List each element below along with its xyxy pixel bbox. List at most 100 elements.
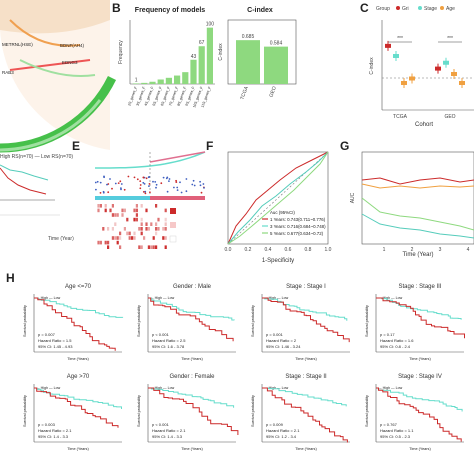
km-xlabel: Time (Years) (67, 357, 89, 361)
c-tick-1: GEO (444, 114, 455, 120)
e-status-point (168, 180, 170, 183)
e-heat-cell (157, 217, 160, 222)
e-status-point (202, 183, 205, 185)
bar-frequency-3 (157, 79, 164, 84)
km-curve-high (34, 297, 116, 351)
roc-legend-label-3: 5 Years: 0.677(0.634~0.72) (270, 231, 324, 236)
chart-b1-title: Frequency of models (135, 7, 206, 14)
roc-legend-label-2: 3 Years: 0.716(0.684~0.748) (270, 224, 326, 229)
c-tick-0: TCGA (393, 114, 408, 120)
e-status-point (180, 191, 183, 194)
e-status-point (133, 176, 136, 179)
gene-label-2: EDNG3 (62, 60, 78, 65)
gene-label-0: METRNL(HSE) (2, 42, 33, 47)
km-ylabel: Survival probability (365, 305, 369, 337)
km-curve-low (262, 297, 348, 321)
chart-cindex-cohort: Group Gri Stage Age C-index Cohort TCGA ***… (369, 6, 474, 128)
bar-frequency-0 (133, 83, 140, 84)
e-status-point (107, 191, 110, 194)
e-status-point (111, 187, 113, 190)
e-heat-cell (140, 231, 143, 236)
e-heat-cell (138, 245, 141, 249)
km-hazard-ratio: Hazard Ratio = 2.1 (152, 428, 186, 433)
bar-cindex-label-1: 0.584 (270, 41, 283, 47)
e-heat-cell (119, 236, 122, 240)
km-curve-low (34, 387, 122, 409)
km-legend: — High — Low (150, 296, 175, 300)
e-status-point (99, 192, 102, 194)
chart-b2-title: C-index (247, 7, 273, 14)
e-status-point (155, 186, 157, 189)
e-heat-cell (114, 213, 117, 217)
e-heat-cell (133, 208, 136, 213)
e-heat-cell (155, 231, 158, 236)
e-status-point (120, 188, 122, 191)
e-status-point (203, 187, 205, 189)
e-heat-cell (133, 217, 136, 222)
km-title: Age >70 (67, 374, 90, 380)
e-heat-cell (150, 245, 153, 249)
e-status-point (185, 178, 188, 180)
bar-frequency-tick-4: 6S_genes_F (160, 85, 171, 106)
bar-frequency-4 (165, 77, 172, 84)
e-status-point (102, 191, 105, 194)
e-status-point (142, 191, 145, 193)
e-heat-cell (155, 227, 158, 231)
km-xlabel: Time (Years) (409, 357, 431, 361)
km-plot-1-2: Stage : Stage II Survival probability Time… (251, 374, 350, 451)
gene-label-3: RAB3 (2, 70, 14, 75)
panel-e-label: E (72, 139, 80, 153)
bar-frequency-tick-8: 10S_genes_F (192, 85, 204, 108)
e-heat-cell (164, 227, 167, 231)
e-status-point (103, 176, 105, 179)
km-ci: 95% CI: 1.46 - 3.24 (266, 344, 301, 349)
e-heat-cell (145, 222, 148, 226)
e-heat-cell (102, 227, 105, 231)
e-status-point (149, 191, 151, 194)
roc-xtick-3: 0.6 (285, 247, 292, 253)
e-status-point (179, 181, 181, 184)
km-title: Stage : Stage III (398, 284, 441, 290)
auc-xtick-2: 3 (439, 247, 442, 253)
auc-curve-age (361, 197, 474, 231)
auc-curve-riskscore (361, 177, 474, 185)
e-status-point (144, 190, 147, 193)
e-heat-cell (145, 208, 148, 213)
e-status-point (147, 176, 150, 179)
chart-time-auc: AUC 1 2 3 4 Time (Year) (350, 151, 474, 258)
legend-e-high-swatch (170, 208, 176, 214)
c-point-1-1 (443, 60, 449, 65)
km-ylabel: Survival probability (23, 305, 27, 337)
km-hazard-ratio: Hazard Ratio = 1.6 (380, 338, 414, 343)
km-pvalue: p < 0.001 (152, 422, 170, 427)
c-point-2-0 (401, 81, 407, 85)
km-plot-1-1: Gender : Female Survival probability Time … (137, 374, 239, 451)
chart-b2-ylabel: C-index (218, 43, 224, 61)
km-curve-high (376, 297, 465, 339)
bar-frequency-1 (141, 82, 148, 84)
chart-f-frame (227, 151, 329, 245)
e-status-point (139, 180, 142, 183)
km-curve-low (148, 297, 235, 321)
e-heat-cell (111, 236, 114, 240)
panel-f-label: F (206, 139, 213, 153)
km-hazard-ratio: Hazard Ratio = 2.1 (38, 428, 72, 433)
e-heat-cell (140, 204, 143, 208)
e-status-point (143, 183, 146, 185)
panel-a: METRNL(HSE) BDNF(AH4) EDNG3 RAB3 (0, 0, 117, 153)
e-status-point (109, 178, 111, 180)
e-heat-cell (164, 217, 167, 222)
legend-c-swatch-1 (418, 6, 422, 10)
bar-cindex-tick-0: TCGA (239, 85, 250, 101)
chart-f-xlabel: 1-Specificity (262, 258, 294, 264)
km-legend: — High — Low (264, 386, 289, 390)
e-heat-cell (128, 236, 131, 240)
km-ylabel: Survival probability (365, 395, 369, 427)
e-heat-cell (131, 236, 134, 240)
km-legend: — High — Low (36, 386, 61, 390)
bar-frequency-tick-7: 9S_genes_F (185, 85, 196, 106)
e-heat-cell (150, 222, 153, 226)
e-heat-cell (104, 204, 107, 208)
e-status-point (191, 183, 194, 186)
e-status-point (96, 180, 99, 183)
